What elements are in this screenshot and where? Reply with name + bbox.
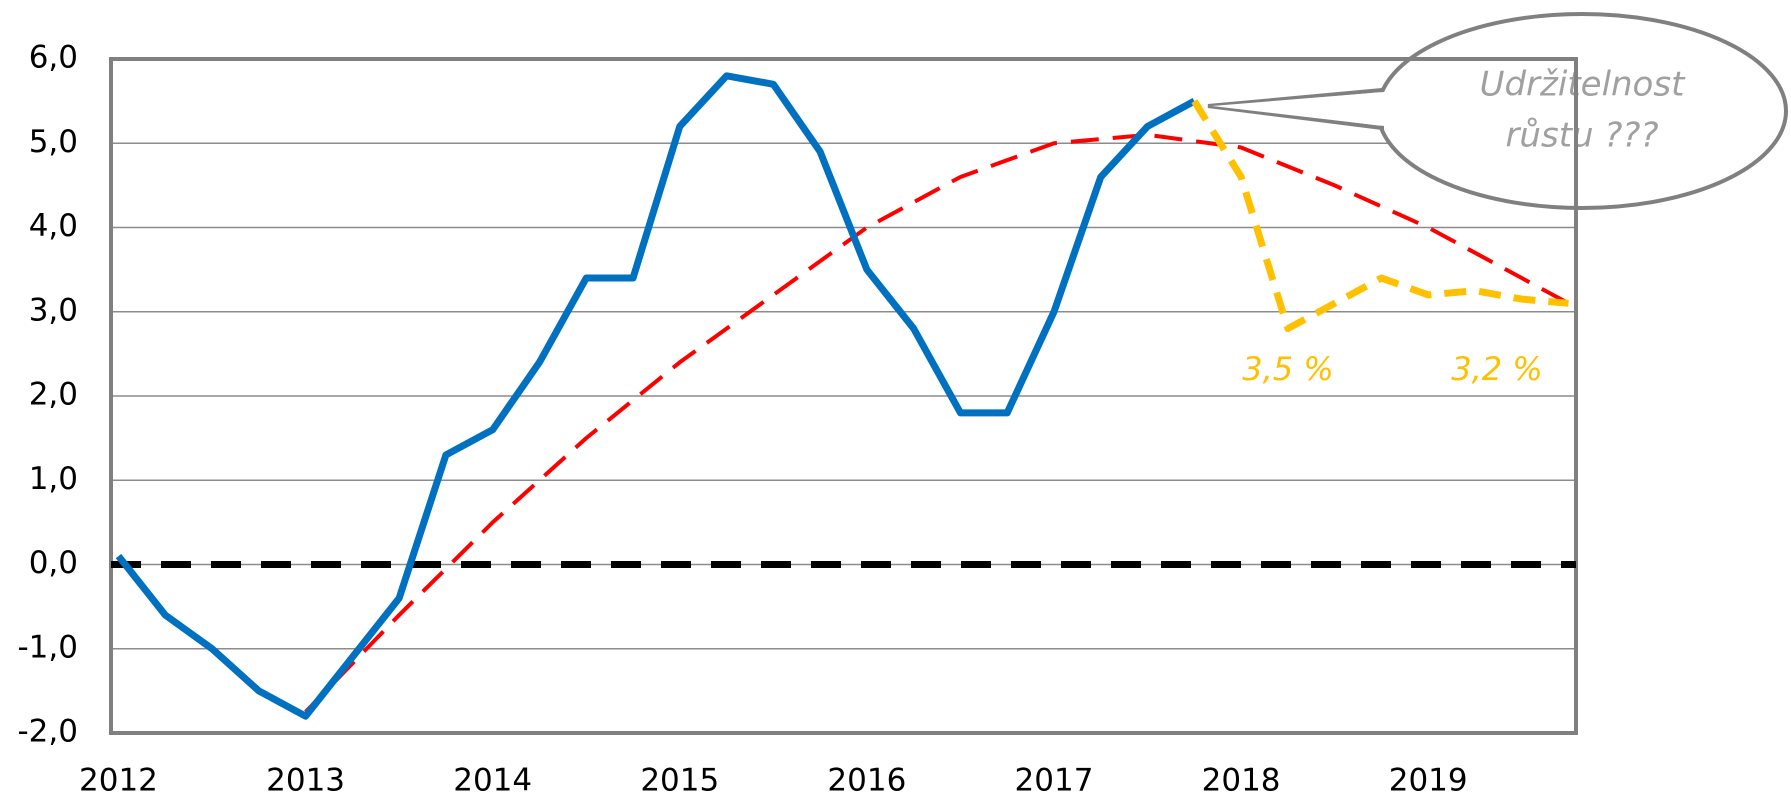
- x-tick-label: 2015: [640, 763, 719, 799]
- y-tick-label: 1,0: [29, 461, 78, 497]
- x-tick-label: 2019: [1389, 763, 1468, 799]
- x-tick-label: 2016: [827, 763, 906, 799]
- annotation: 3,5 %: [1242, 350, 1333, 388]
- series-line: [304, 132, 1570, 714]
- series-line: [1191, 99, 1569, 333]
- x-tick-label: 2017: [1015, 763, 1094, 799]
- callout-text: Udržitelnost: [1480, 65, 1686, 105]
- series-line: [115, 72, 1196, 720]
- x-tick-label: 2014: [453, 763, 532, 799]
- y-tick-label: 6,0: [29, 40, 78, 76]
- x-tick-label: 2013: [266, 763, 345, 799]
- y-tick-label: 0,0: [29, 545, 78, 581]
- x-tick-label: 2012: [79, 763, 158, 799]
- plot-border: [109, 57, 1578, 735]
- y-tick-label: 2,0: [29, 377, 78, 413]
- x-tick-label: 2018: [1202, 763, 1281, 799]
- callout-text: růstu ???: [1505, 116, 1658, 156]
- y-tick-label: 3,0: [29, 292, 78, 328]
- annotation: 3,2 %: [1451, 350, 1542, 388]
- callout-joint: [1212, 92, 1384, 126]
- y-tick-label: -1,0: [18, 629, 79, 665]
- y-tick-label: 5,0: [29, 124, 78, 160]
- callout-bubble: [1376, 12, 1788, 210]
- y-tick-label: 4,0: [29, 208, 78, 244]
- y-tick-label: -2,0: [18, 714, 79, 750]
